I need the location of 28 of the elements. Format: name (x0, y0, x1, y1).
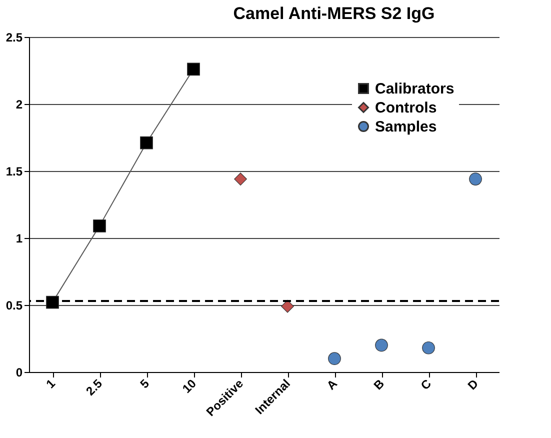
point (422, 341, 435, 354)
y-tick-label: 1 (16, 232, 23, 246)
point (375, 338, 388, 352)
point (140, 136, 153, 150)
legend-label: Calibrators (375, 80, 454, 98)
y-tick-label: 2.5 (6, 30, 23, 44)
legend-label: Samples (375, 118, 437, 136)
point (93, 220, 106, 232)
point (281, 300, 294, 313)
point (46, 296, 59, 309)
point (328, 352, 341, 366)
point (469, 172, 482, 186)
y-tick-label: 0.5 (6, 298, 23, 312)
legend-label: Controls (375, 100, 437, 116)
x-tick-label: 1 (43, 376, 58, 392)
x-tick-label: C (418, 376, 434, 393)
y-tick-label: 2 (16, 98, 23, 112)
x-tick-label: 5 (137, 376, 152, 392)
x-tick-label: 2.5 (83, 376, 106, 398)
x-tick-label: A (324, 376, 340, 393)
point (187, 62, 200, 76)
y-tick-label: 1.5 (6, 164, 23, 178)
y-tick-label: 0 (16, 366, 23, 380)
chart-title: Camel Anti-MERS S2 IgG (233, 4, 435, 23)
x-tick-label: B (370, 376, 388, 393)
point (234, 172, 247, 186)
x-tick-label: 10 (180, 376, 200, 396)
x-tick-label: D (464, 376, 482, 393)
